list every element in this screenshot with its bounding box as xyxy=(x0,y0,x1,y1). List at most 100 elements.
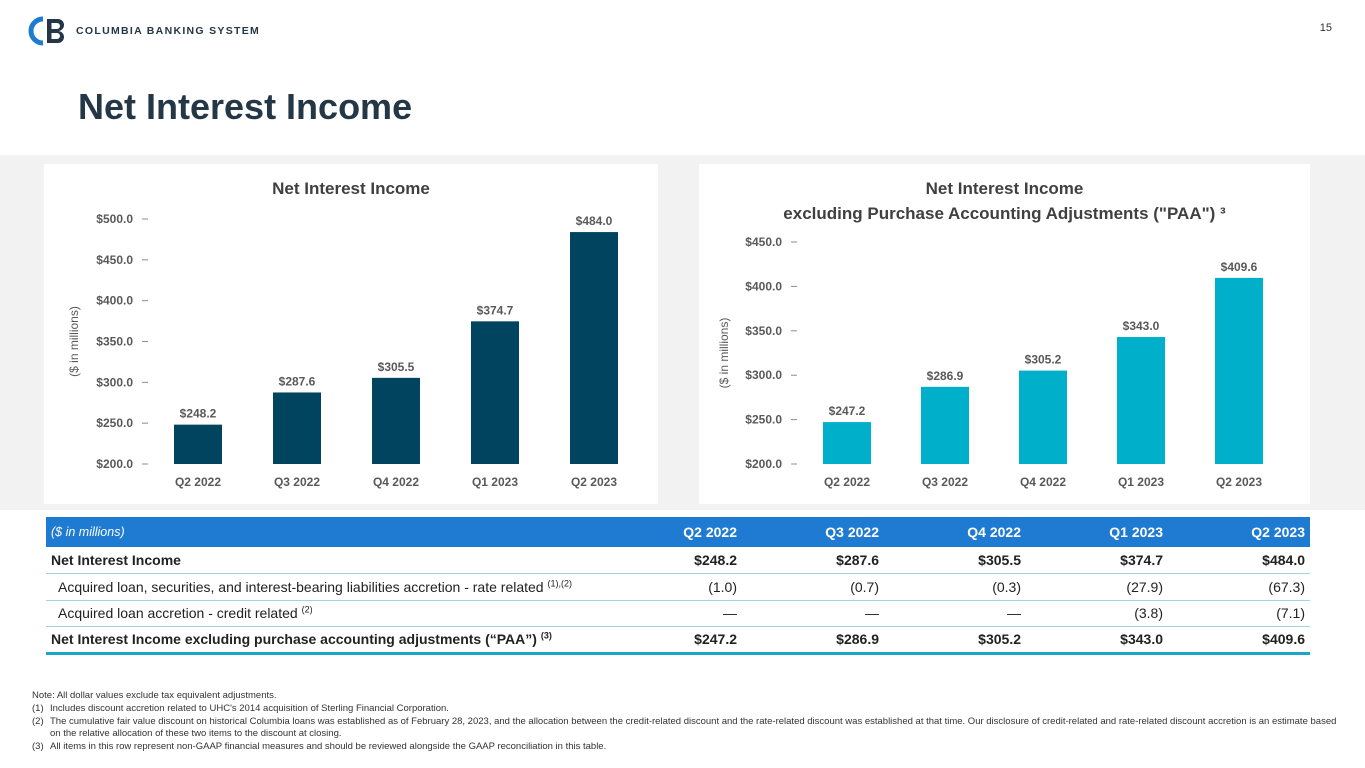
column-header: Q2 2023 xyxy=(1168,517,1310,547)
bar xyxy=(1215,277,1263,464)
footnote-text: Includes discount accretion related to U… xyxy=(50,702,449,714)
y-tick-label: $250.0 xyxy=(745,413,782,427)
table-row: Acquired loan, securities, and interest-… xyxy=(46,573,1310,601)
table-header-row: ($ in millions) Q2 2022 Q3 2022 Q4 2022 … xyxy=(46,517,1310,547)
bar xyxy=(1117,337,1165,464)
table-cell: $305.5 xyxy=(884,547,1026,574)
column-header: Q1 2023 xyxy=(1026,517,1168,547)
data-label: $409.6 xyxy=(1221,260,1258,274)
footnote-number: (2) xyxy=(32,715,44,727)
footnote-intro: Note: All dollar values exclude tax equi… xyxy=(32,690,277,701)
column-header: Q2 2022 xyxy=(600,517,742,547)
table-row: Net Interest Income $248.2 $287.6 $305.5… xyxy=(46,547,1310,574)
table-cell: $374.7 xyxy=(1026,547,1168,574)
chart-title: Net Interest Income xyxy=(272,179,430,198)
y-tick-label: $200.0 xyxy=(745,457,782,471)
cb-logo-icon xyxy=(28,16,64,46)
bar xyxy=(372,377,420,464)
y-tick-label: $300.0 xyxy=(96,375,133,389)
table-cell: $484.0 xyxy=(1168,547,1310,574)
table-cell: (3.8) xyxy=(1026,600,1168,627)
column-header: Q4 2022 xyxy=(884,517,1026,547)
data-label: $287.6 xyxy=(279,374,316,388)
footnote-number: (3) xyxy=(32,741,44,753)
data-label: $484.0 xyxy=(576,214,613,228)
row-label: Acquired loan, securities, and interest-… xyxy=(46,573,600,601)
table-cell: — xyxy=(600,600,742,627)
table-cell: $248.2 xyxy=(600,547,742,574)
bar xyxy=(570,232,618,464)
table-row: Net Interest Income excluding purchase a… xyxy=(46,626,1310,655)
table-cell: (0.7) xyxy=(742,573,884,601)
data-label: $247.2 xyxy=(829,404,866,418)
data-label: $305.5 xyxy=(378,360,415,374)
x-tick-label: Q3 2022 xyxy=(922,475,968,489)
data-label: $286.9 xyxy=(927,369,964,383)
row-label: Net Interest Income excluding purchase a… xyxy=(46,626,600,655)
table-cell: (67.3) xyxy=(1168,573,1310,601)
x-tick-label: Q2 2023 xyxy=(1216,475,1262,489)
table-cell: $286.9 xyxy=(742,626,884,655)
y-axis-label: ($ in millions) xyxy=(717,318,731,389)
data-label: $343.0 xyxy=(1123,319,1160,333)
bar xyxy=(273,392,321,464)
bar xyxy=(1019,370,1067,464)
row-label: Net Interest Income xyxy=(46,547,600,574)
company-name: COLUMBIA BANKING SYSTEM xyxy=(76,25,261,37)
footnote-ref: (2) xyxy=(301,604,313,615)
y-axis-label: ($ in millions) xyxy=(67,306,81,377)
page-title: Net Interest Income xyxy=(78,86,413,127)
y-tick-label: $350.0 xyxy=(96,335,133,349)
footnote-ref: (1),(2) xyxy=(547,578,572,589)
x-tick-label: Q1 2023 xyxy=(472,475,518,489)
chart-panel-nii: Net Interest Income $200.0 $250.0 $300.0 $3… xyxy=(44,164,658,504)
x-tick-label: Q2 2022 xyxy=(824,475,870,489)
y-tick-label: $400.0 xyxy=(96,294,133,308)
nii-ex-paa-bar-chart: $200.0 $250.0 $300.0 $350.0 $400.0 $450.0 ($ i… xyxy=(717,235,1263,489)
x-tick-label: Q1 2023 xyxy=(1118,475,1164,489)
y-tick-label: $450.0 xyxy=(745,235,782,249)
row-label: Acquired loan accretion - credit related… xyxy=(46,600,600,627)
footnote: (2) The cumulative fair value discount o… xyxy=(32,716,1337,742)
footnotes: Note: All dollar values exclude tax equi… xyxy=(32,690,1337,754)
bar xyxy=(823,422,871,464)
table-cell: — xyxy=(884,600,1026,627)
table-cell: $305.2 xyxy=(884,626,1026,655)
chart-panel-nii-ex-paa: Net Interest Income excluding Purchase A… xyxy=(699,164,1310,504)
y-tick-label: $450.0 xyxy=(96,253,133,267)
footnote: (1) Includes discount accretion related … xyxy=(32,703,1337,716)
y-tick-label: $400.0 xyxy=(745,279,782,293)
data-label: $374.7 xyxy=(477,303,514,317)
x-tick-label: Q3 2022 xyxy=(274,475,320,489)
footnote-text: All items in this row represent non-GAAP… xyxy=(50,741,607,753)
data-label: $305.2 xyxy=(1025,353,1062,367)
x-tick-label: Q2 2023 xyxy=(571,475,617,489)
bar xyxy=(174,424,222,464)
footnote-ref: (3) xyxy=(540,630,552,641)
table-cell: $409.6 xyxy=(1168,626,1310,655)
table-cell: (0.3) xyxy=(884,573,1026,601)
nii-bar-chart: $200.0 $250.0 $300.0 $350.0 $400.0 $450.0 $500… xyxy=(67,212,618,489)
nii-reconciliation-table: ($ in millions) Q2 2022 Q3 2022 Q4 2022 … xyxy=(46,517,1310,655)
table-row: Acquired loan accretion - credit related… xyxy=(46,600,1310,627)
company-logo: COLUMBIA BANKING SYSTEM xyxy=(26,16,260,46)
table-cell: (1.0) xyxy=(600,573,742,601)
table-cell: — xyxy=(742,600,884,627)
y-tick-label: $250.0 xyxy=(96,416,133,430)
x-tick-label: Q4 2022 xyxy=(1020,475,1066,489)
column-header: Q3 2022 xyxy=(742,517,884,547)
data-label: $248.2 xyxy=(180,407,217,421)
table-cell: $247.2 xyxy=(600,626,742,655)
chart-title: Net Interest Income xyxy=(925,179,1084,198)
y-tick-label: $500.0 xyxy=(96,212,133,226)
y-tick-label: $300.0 xyxy=(745,368,782,382)
table-cell: (27.9) xyxy=(1026,573,1168,601)
table-header-label: ($ in millions) xyxy=(46,517,600,547)
bar xyxy=(921,386,969,464)
x-tick-label: Q4 2022 xyxy=(373,475,419,489)
footnote-text: The cumulative fair value discount on hi… xyxy=(50,715,1337,740)
table-cell: $287.6 xyxy=(742,547,884,574)
y-tick-label: $350.0 xyxy=(745,324,782,338)
chart-subtitle: excluding Purchase Accounting Adjustment… xyxy=(783,204,1226,223)
page-number: 15 xyxy=(1319,22,1332,34)
